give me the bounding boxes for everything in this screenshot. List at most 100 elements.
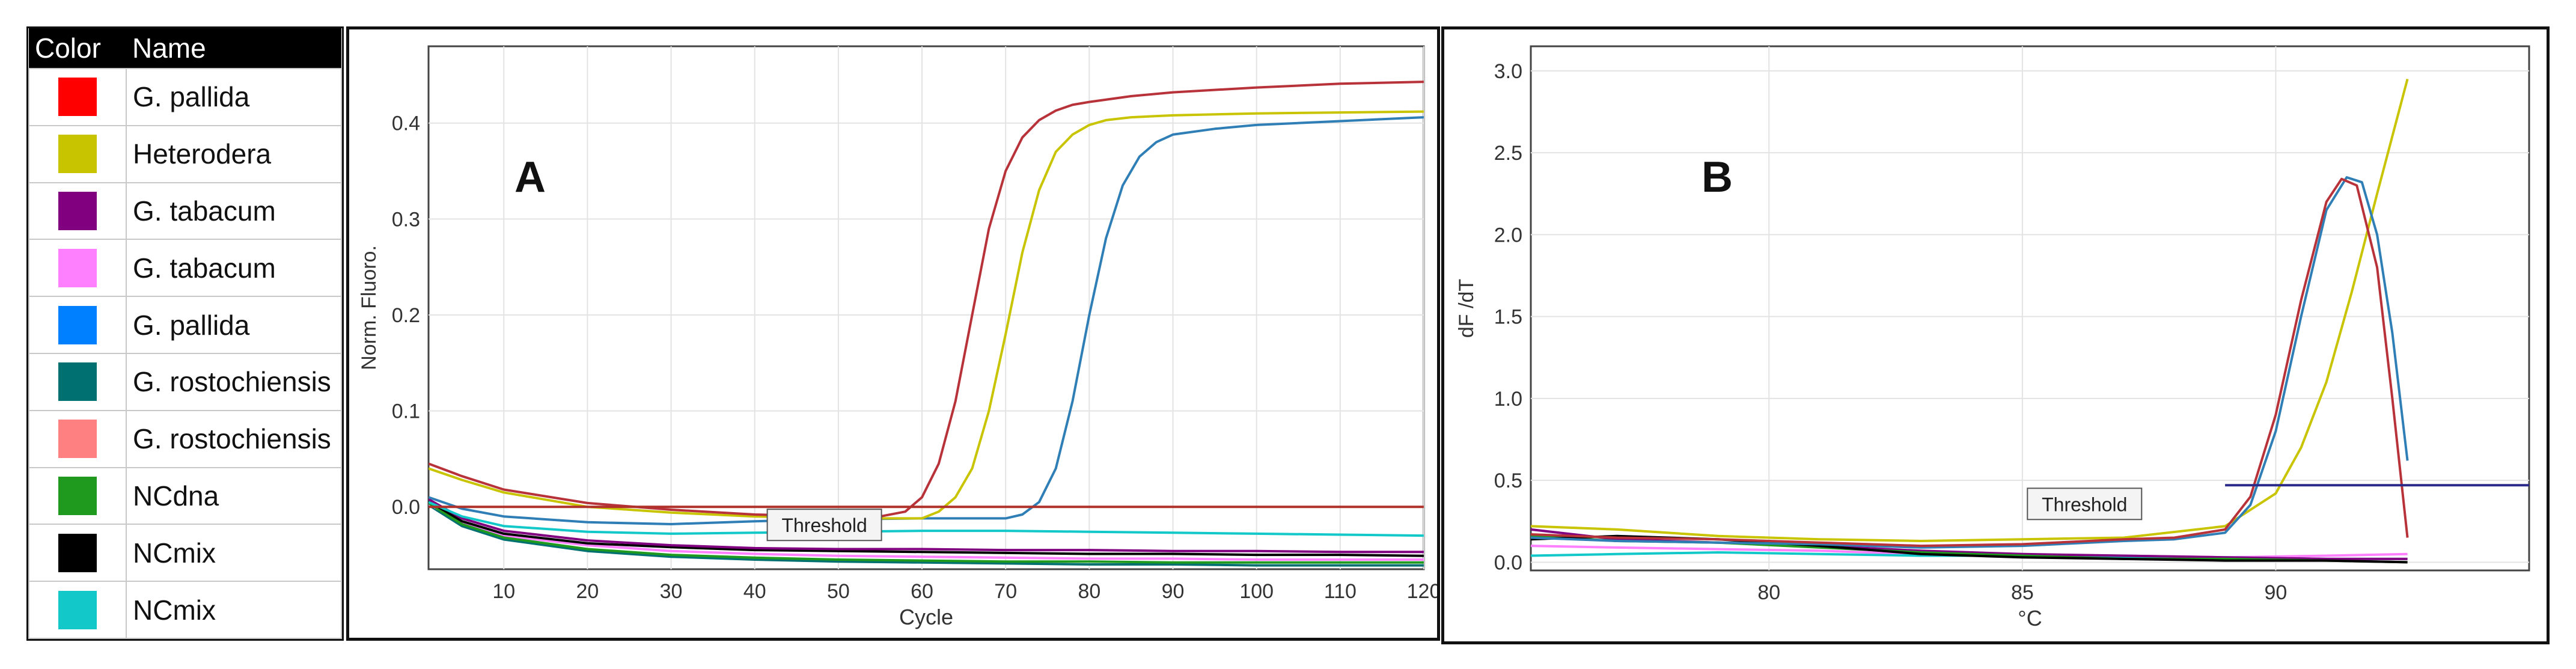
legend-color-cell bbox=[28, 524, 127, 582]
series-line bbox=[429, 498, 1424, 554]
legend-row: G. tabacum bbox=[28, 239, 342, 298]
y-tick-label: 0.5 bbox=[1494, 469, 1522, 492]
legend-swatch bbox=[58, 78, 97, 117]
legend-color-cell bbox=[28, 239, 127, 298]
legend-row: G. pallida bbox=[28, 68, 342, 126]
x-tick-label: 80 bbox=[1757, 581, 1780, 604]
y-tick-label: 0.4 bbox=[392, 112, 420, 135]
series-line bbox=[429, 502, 1424, 564]
x-tick-label: 70 bbox=[994, 580, 1017, 603]
legend-color-cell bbox=[28, 352, 127, 411]
legend-name: Heterodera bbox=[126, 124, 342, 183]
legend-row: NCdna bbox=[28, 466, 342, 525]
legend-color-cell bbox=[28, 466, 127, 525]
chart-panel-b: 80 85 90 0.0 0.5 1.0 1.5 2.0 2.5 3.0 °C dF /dT Thres… bbox=[1441, 26, 2550, 644]
y-tick-label: 0.0 bbox=[392, 496, 420, 519]
panel-letter: A bbox=[514, 153, 546, 201]
legend-color-cell bbox=[28, 581, 127, 639]
legend-header-color: Color bbox=[29, 28, 126, 69]
series-line bbox=[429, 504, 1424, 567]
legend-row: G. tabacum bbox=[28, 182, 342, 240]
threshold-label-box bbox=[766, 509, 882, 542]
y-tick-label: 0.2 bbox=[392, 304, 420, 327]
x-tick-label: 60 bbox=[911, 580, 933, 603]
x-tick-label: 10 bbox=[492, 580, 515, 603]
y-tick-label: 2.0 bbox=[1494, 224, 1522, 246]
series-line bbox=[429, 110, 1424, 520]
series-line bbox=[429, 116, 1424, 525]
legend-name: G. tabacum bbox=[126, 182, 342, 240]
legend-row: G. rostochiensis bbox=[28, 409, 342, 468]
x-tick-label: 40 bbox=[743, 580, 766, 603]
legend-row: G. pallida bbox=[28, 296, 342, 354]
x-tick-label: 20 bbox=[576, 580, 599, 603]
legend-row: G. rostochiensis bbox=[28, 352, 342, 411]
legend-table: Color Name G. pallida Heterodera G. tabacu… bbox=[26, 26, 344, 641]
legend-row: NCmix bbox=[28, 581, 342, 639]
series-line bbox=[429, 81, 1424, 518]
threshold-label-box bbox=[2027, 487, 2143, 521]
y-tick-label: 0.1 bbox=[392, 400, 420, 423]
x-tick-label: 120 bbox=[1407, 580, 1437, 603]
threshold-label: Threshold bbox=[2042, 493, 2127, 515]
legend-swatch bbox=[58, 590, 97, 629]
legend-swatch bbox=[58, 362, 97, 402]
legend-swatch bbox=[58, 248, 97, 287]
legend-row: Heterodera bbox=[28, 124, 342, 183]
x-axis-label: Cycle bbox=[899, 605, 953, 629]
series-line bbox=[1531, 177, 2409, 548]
threshold-label: Threshold bbox=[781, 515, 867, 536]
y-tick-label: 3.0 bbox=[1494, 60, 1522, 83]
legend-header-name: Name bbox=[126, 28, 341, 69]
legend-name: NCmix bbox=[126, 524, 342, 582]
y-tick-label: 1.5 bbox=[1494, 306, 1522, 329]
legend-header-row: Color Name bbox=[29, 28, 341, 69]
legend-name: G. pallida bbox=[126, 296, 342, 354]
legend-name: G. tabacum bbox=[126, 239, 342, 298]
legend-swatch bbox=[58, 191, 97, 230]
legend-name: G. rostochiensis bbox=[126, 409, 342, 468]
x-tick-label: 85 bbox=[2011, 581, 2034, 604]
legend-swatch bbox=[58, 305, 97, 344]
panel-letter: B bbox=[1702, 153, 1733, 201]
y-tick-label: 0.3 bbox=[392, 208, 420, 231]
legend-name: G. rostochiensis bbox=[126, 352, 342, 411]
x-axis-label: °C bbox=[2018, 606, 2042, 631]
x-tick-label: 110 bbox=[1324, 580, 1357, 603]
series-line bbox=[429, 503, 1424, 561]
legend-swatch bbox=[58, 420, 97, 459]
x-tick-label: 80 bbox=[1078, 580, 1100, 603]
legend-color-cell bbox=[28, 182, 127, 240]
legend-swatch bbox=[58, 533, 97, 572]
plot-area bbox=[427, 45, 1425, 570]
x-tick-label: 30 bbox=[660, 580, 683, 603]
series-line bbox=[429, 499, 1424, 557]
legend-row: NCmix bbox=[28, 524, 342, 582]
legend-color-cell bbox=[28, 68, 127, 126]
legend-name: NCmix bbox=[126, 581, 342, 639]
amplification-chart: 10 20 30 40 50 60 70 80 90 100 110 120 0.0 0.1 0.2 0.3 0… bbox=[358, 45, 1441, 629]
y-tick-label: 1.0 bbox=[1494, 388, 1522, 411]
series-group bbox=[1531, 78, 2409, 564]
melt-curve-chart: 80 85 90 0.0 0.5 1.0 1.5 2.0 2.5 3.0 °C dF /dT Thres… bbox=[1455, 45, 2530, 631]
x-tick-label: 90 bbox=[1162, 580, 1185, 603]
legend-name: NCdna bbox=[126, 466, 342, 525]
legend-name: G. pallida bbox=[126, 68, 342, 126]
legend-color-cell bbox=[28, 409, 127, 468]
series-group bbox=[429, 81, 1424, 567]
x-tick-label: 90 bbox=[2265, 581, 2288, 604]
legend-color-cell bbox=[28, 296, 127, 354]
series-line bbox=[1531, 176, 2409, 549]
chart-panel-a: 10 20 30 40 50 60 70 80 90 100 110 120 0.0 0.1 0.2 0.3 0… bbox=[346, 26, 1441, 641]
x-tick-label: 100 bbox=[1239, 580, 1274, 603]
legend-swatch bbox=[58, 135, 97, 174]
y-axis-label: Norm. Fluoro. bbox=[358, 245, 380, 370]
legend-swatch bbox=[58, 476, 97, 515]
y-tick-label: 2.5 bbox=[1494, 142, 1522, 165]
y-axis-label: dF /dT bbox=[1455, 279, 1478, 338]
x-tick-label: 50 bbox=[827, 580, 850, 603]
series-line bbox=[1531, 78, 2409, 542]
legend-color-cell bbox=[28, 124, 127, 183]
y-tick-label: 0.0 bbox=[1494, 551, 1522, 574]
plot-area bbox=[1530, 45, 2530, 572]
